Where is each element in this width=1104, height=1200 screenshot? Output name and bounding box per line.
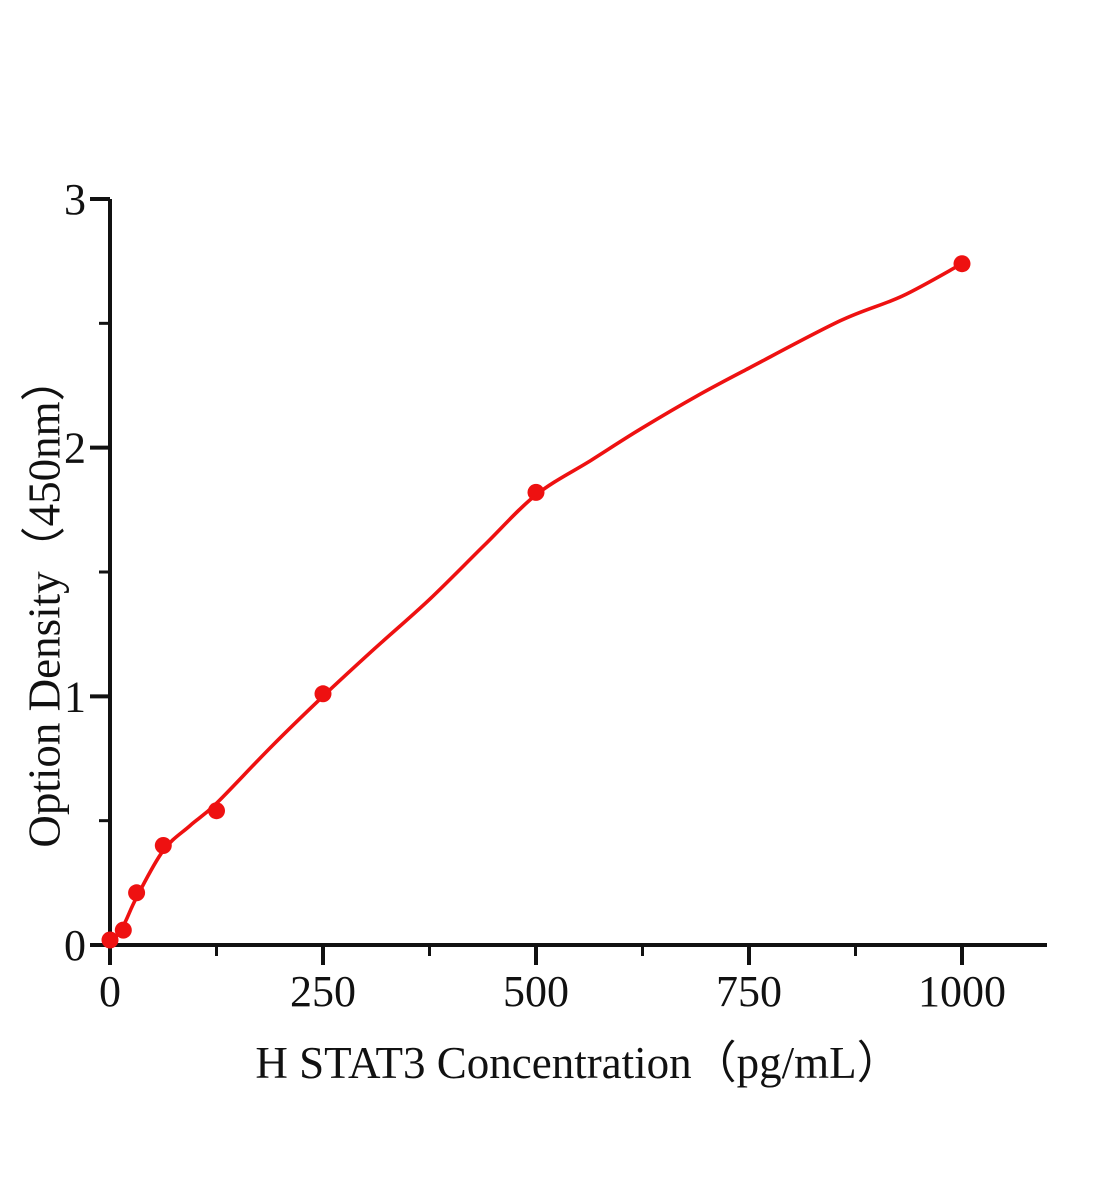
y-tick-label: 1 (64, 672, 86, 721)
x-tick-label: 750 (716, 967, 782, 1016)
y-axis-title: Option Density（450nm） (19, 356, 70, 848)
x-tick-label: 250 (290, 967, 356, 1016)
data-point (128, 884, 146, 902)
x-axis-title: H STAT3 Concentration（pg/mL） (255, 1038, 902, 1088)
data-point (154, 837, 172, 854)
data-point (114, 921, 132, 939)
x-tick-label: 1000 (918, 967, 1006, 1016)
data-point (208, 802, 225, 820)
data-point (314, 685, 332, 703)
fit-curve-line (108, 261, 964, 947)
data-point (953, 255, 971, 273)
data-point (101, 931, 119, 949)
y-tick-label: 0 (64, 921, 86, 970)
y-tick-label: 3 (64, 175, 86, 224)
data-point (527, 483, 545, 501)
x-tick-label: 500 (503, 967, 569, 1016)
x-tick-label: 0 (99, 967, 121, 1016)
y-tick-label: 2 (64, 424, 86, 473)
